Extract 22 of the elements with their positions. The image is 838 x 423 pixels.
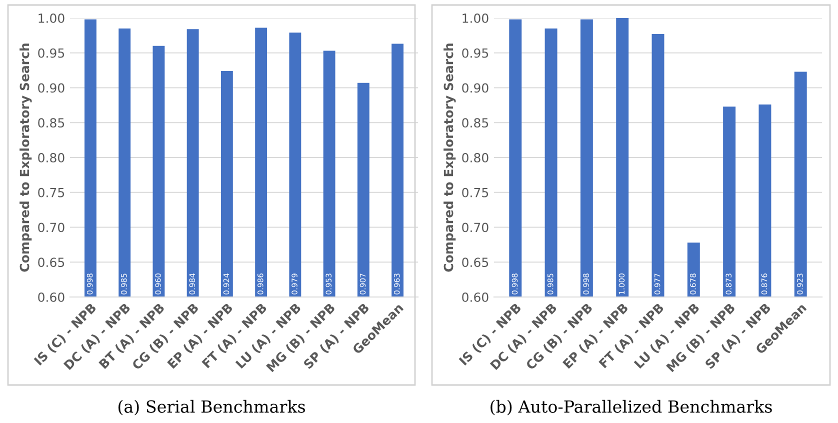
y-tick-label: 0.65 [38, 258, 64, 268]
y-tick-label: 0.75 [38, 188, 64, 198]
y-tick-label: 0.80 [38, 152, 64, 162]
y-tick-label: 0.70 [462, 222, 488, 232]
y-tick-label: 0.90 [38, 83, 64, 93]
text: (b) Auto-Parallelized Benchmarks [490, 400, 772, 416]
y-tick-label: 0.95 [38, 48, 64, 58]
y-tick-label: 0.75 [462, 188, 488, 198]
y-tick-label: 0.85 [38, 118, 64, 128]
y-tick-label: 0.60 [38, 292, 64, 302]
y-axis-title: Compared to Exploratory Search [444, 44, 456, 272]
text: (a) Serial Benchmarks [118, 400, 305, 416]
y-tick-label: 0.65 [462, 258, 488, 268]
y-tick-label: 1.00 [38, 13, 64, 23]
y-axis-title: Compared to Exploratory Search [20, 44, 32, 272]
y-tick-label: 0.95 [462, 48, 488, 58]
y-tick-label: 0.80 [462, 152, 488, 162]
y-tick-label: 1.00 [462, 13, 488, 23]
y-tick-label: 0.70 [38, 222, 64, 232]
y-tick-label: 0.60 [462, 292, 488, 302]
y-tick-label: 0.90 [462, 83, 488, 93]
y-tick-label: 0.85 [462, 118, 488, 128]
